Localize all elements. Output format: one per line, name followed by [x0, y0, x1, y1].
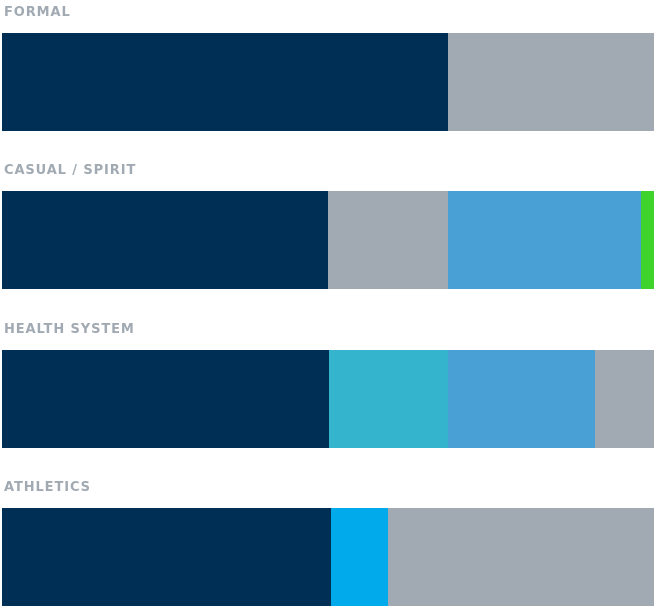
palette-label: FORMAL — [4, 5, 71, 20]
palette-label: HEALTH SYSTEM — [4, 322, 135, 337]
palette-label: ATHLETICS — [4, 480, 91, 495]
color-swatch-segment — [448, 350, 595, 448]
color-swatch-segment — [2, 33, 448, 131]
color-swatch-segment — [331, 508, 388, 606]
color-proportion-bar — [2, 33, 654, 131]
color-swatch-segment — [2, 191, 328, 289]
color-proportion-bar — [2, 350, 654, 448]
color-swatch-segment — [2, 350, 329, 448]
color-swatch-segment — [388, 508, 654, 606]
color-swatch-segment — [641, 191, 654, 289]
color-swatch-segment — [448, 33, 654, 131]
color-swatch-segment — [448, 191, 641, 289]
palette-label: CASUAL / SPIRIT — [4, 163, 137, 178]
color-proportion-bar — [2, 191, 654, 289]
color-swatch-segment — [595, 350, 654, 448]
color-proportion-bar — [2, 508, 654, 606]
color-swatch-segment — [2, 508, 331, 606]
color-swatch-segment — [329, 350, 448, 448]
color-swatch-segment — [328, 191, 448, 289]
